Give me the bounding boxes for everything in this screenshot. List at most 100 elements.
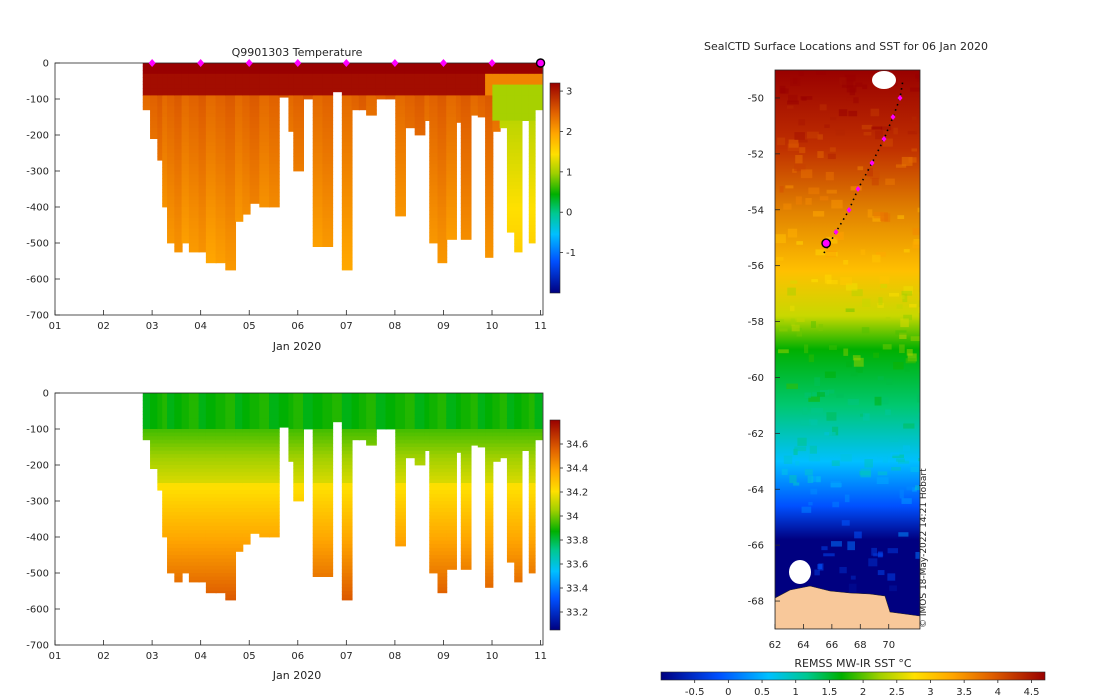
- profile-cell: [198, 178, 207, 183]
- profile-cell: [269, 81, 280, 85]
- profile-cell: [269, 407, 280, 412]
- profile-cell: [460, 490, 472, 495]
- profile-cell: [150, 411, 159, 415]
- profile-cell: [470, 414, 479, 419]
- profile-cell: [528, 178, 536, 183]
- profile-cell: [437, 135, 448, 139]
- profile-cell: [322, 547, 334, 552]
- profile-cell: [150, 102, 159, 107]
- profile-cell: [322, 562, 334, 567]
- profile-cell: [351, 70, 360, 75]
- profile-cell: [167, 207, 176, 211]
- profile-cell: [460, 483, 472, 487]
- profile-cell: [506, 181, 516, 186]
- profile-cell: [181, 210, 190, 215]
- profile-cell: [225, 261, 237, 265]
- sst-speckle: [906, 486, 915, 491]
- profile-cell: [322, 113, 334, 118]
- profile-cell: [198, 490, 207, 495]
- sst-speckle: [781, 468, 788, 476]
- profile-cell: [205, 504, 217, 509]
- profile-cell: [351, 88, 360, 93]
- profile-cell: [269, 77, 280, 82]
- profile-cell: [312, 555, 324, 559]
- profile-cell: [249, 479, 261, 484]
- profile-cell: [198, 217, 207, 222]
- profile-cell: [404, 95, 416, 100]
- profile-cell: [528, 421, 536, 426]
- profile-cell: [249, 131, 261, 136]
- profile-cell: [215, 84, 227, 89]
- profile-cell: [351, 418, 360, 423]
- sst-speckle: [846, 97, 855, 101]
- profile-cell: [506, 66, 516, 71]
- profile-cell: [167, 145, 176, 150]
- sst-map-panel: SealCTD Surface Locations and SST for 06…: [660, 40, 1046, 698]
- profile-cell: [395, 479, 406, 484]
- profile-cell: [167, 421, 176, 426]
- profile-cell: [312, 519, 324, 523]
- profile-cell: [198, 106, 207, 111]
- profile-cell: [167, 63, 176, 67]
- profile-cell: [188, 250, 200, 253]
- profile-cell: [460, 555, 472, 559]
- sst-speckle: [827, 153, 836, 160]
- profile-cell: [288, 109, 295, 114]
- profile-cell: [188, 454, 200, 459]
- profile-cell: [293, 465, 304, 469]
- profile-cell: [278, 393, 290, 397]
- profile-cell: [414, 131, 426, 136]
- profile-cell: [446, 131, 457, 136]
- profile-cell: [499, 421, 508, 426]
- profile-cell: [235, 475, 244, 480]
- profile-cell: [188, 479, 200, 484]
- profile-cell: [157, 407, 164, 412]
- profile-cell: [485, 418, 494, 423]
- profile-cell: [249, 163, 261, 168]
- profile-cell: [269, 461, 280, 466]
- profile-cell: [174, 163, 183, 168]
- profile-cell: [259, 450, 271, 455]
- profile-cell: [225, 63, 237, 67]
- profile-cell: [455, 102, 462, 107]
- profile-cell: [437, 171, 448, 175]
- sst-speckle: [877, 570, 885, 576]
- profile-cell: [167, 569, 176, 574]
- profile-cell: [485, 558, 494, 563]
- profile-cell: [351, 91, 360, 96]
- profile-cell: [470, 66, 479, 71]
- profile-cell: [162, 429, 169, 433]
- profile-cell: [312, 185, 324, 190]
- profile-cell: [446, 70, 457, 75]
- sst-speckle: [800, 169, 813, 179]
- profile-cell: [366, 106, 377, 111]
- x-tick-label: 11: [534, 321, 547, 332]
- sst-speckle: [862, 298, 871, 307]
- profile-cell: [528, 142, 536, 147]
- sst-speckle: [832, 426, 839, 436]
- profile-cell: [446, 91, 457, 96]
- profile-cell: [528, 490, 536, 495]
- profile-cell: [162, 407, 169, 412]
- profile-cell: [242, 418, 251, 423]
- profile-cell: [269, 508, 280, 513]
- profile-cell: [249, 508, 261, 513]
- profile-cell: [181, 479, 190, 484]
- sst-speckle: [808, 396, 820, 402]
- profile-cell: [167, 490, 176, 495]
- sst-speckle: [869, 170, 880, 180]
- sst-speckle: [851, 289, 863, 297]
- profile-cell: [188, 178, 200, 183]
- profile-cell: [485, 443, 494, 448]
- profile-cell: [375, 77, 387, 82]
- profile-cell: [269, 425, 280, 430]
- sst-speckle: [872, 216, 885, 222]
- profile-cell: [460, 540, 472, 545]
- profile-cell: [215, 135, 227, 139]
- profile-cell: [506, 551, 516, 556]
- profile-cell: [242, 497, 251, 502]
- profile-cell: [293, 439, 304, 444]
- profile-cell: [181, 77, 190, 82]
- surface-marker: [245, 59, 253, 67]
- profile-cell: [514, 504, 523, 509]
